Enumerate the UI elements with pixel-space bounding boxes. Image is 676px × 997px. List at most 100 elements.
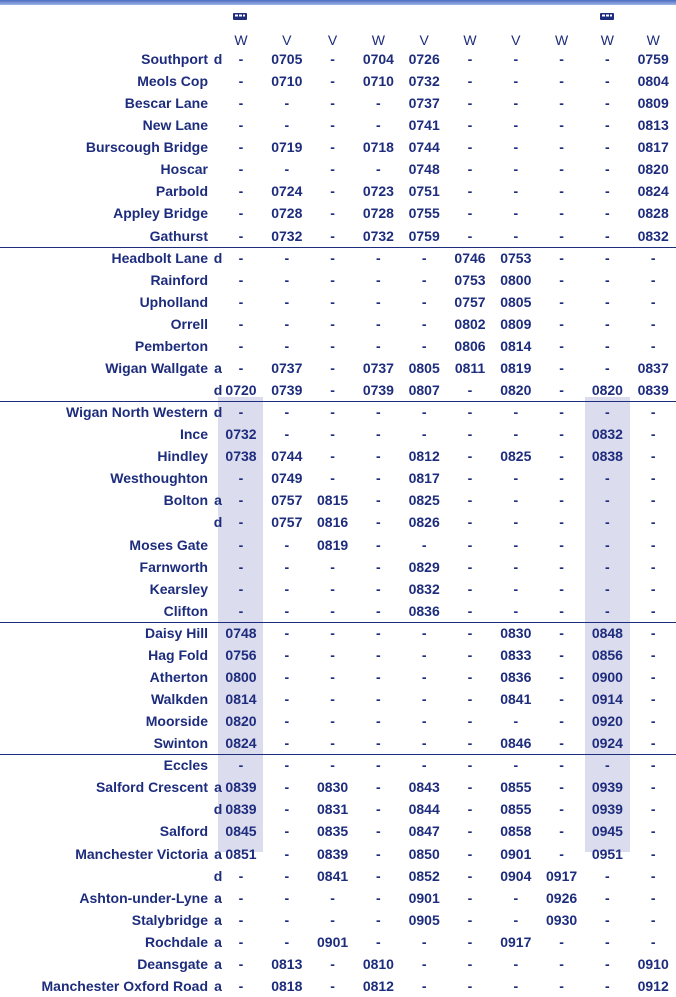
arr-dep: a: [214, 977, 222, 994]
time: -: [421, 933, 427, 950]
time: 0818: [271, 977, 303, 994]
time: -: [559, 691, 564, 708]
time: -: [330, 117, 335, 134]
time: 0858: [500, 823, 532, 840]
time: 0914: [591, 691, 623, 708]
time: -: [467, 801, 473, 818]
time: -: [605, 602, 610, 619]
time: 0814: [225, 691, 257, 708]
time: 0839: [225, 779, 257, 796]
time: 0924: [591, 735, 623, 752]
time: 0900: [591, 668, 623, 685]
time: 0724: [271, 183, 303, 200]
time: -: [238, 293, 244, 310]
time: -: [650, 691, 656, 708]
time: -: [605, 558, 610, 575]
time: -: [284, 624, 290, 641]
time: -: [284, 779, 290, 796]
time: -: [559, 558, 564, 575]
time: 0726: [408, 51, 440, 67]
time: -: [284, 646, 290, 663]
time: -: [330, 139, 335, 156]
time: 0820: [225, 713, 257, 730]
time: -: [650, 448, 656, 465]
arr-dep: d: [213, 404, 223, 421]
time: 0904: [500, 867, 532, 884]
time: -: [376, 580, 381, 597]
time: -: [421, 691, 427, 708]
time: -: [376, 933, 381, 950]
time: -: [284, 558, 290, 575]
time: -: [650, 514, 656, 531]
station-name: Salford: [159, 823, 208, 840]
time: -: [421, 315, 427, 332]
time: 0811: [454, 359, 486, 376]
time: 0817: [408, 470, 440, 487]
station-name: Pemberton: [134, 337, 208, 354]
station-name: Swinton: [153, 735, 208, 752]
time: -: [559, 315, 564, 332]
time: 0951: [591, 845, 623, 862]
time: -: [238, 867, 244, 884]
time: -: [650, 580, 656, 597]
shaded-column: [585, 397, 630, 852]
time: 0855: [500, 779, 532, 796]
time: 0832: [637, 227, 669, 244]
time: -: [284, 161, 290, 178]
time: -: [421, 249, 427, 266]
time: 0848: [591, 624, 623, 641]
time: -: [513, 602, 519, 619]
time: -: [513, 95, 519, 112]
time: -: [376, 735, 381, 752]
time: -: [467, 977, 473, 994]
time: 0748: [408, 161, 440, 178]
time: -: [467, 668, 473, 685]
day-code: V: [511, 32, 521, 48]
station-name: Salford Crescent: [95, 779, 208, 796]
day-code: W: [234, 32, 248, 48]
time: -: [376, 117, 381, 134]
time: -: [559, 249, 564, 266]
time: -: [605, 73, 610, 90]
time: -: [650, 801, 656, 818]
station-name: Upholland: [139, 293, 208, 310]
time: -: [330, 580, 335, 597]
time: 0841: [317, 867, 349, 884]
time: -: [650, 426, 656, 443]
time: -: [513, 139, 519, 156]
time: 0802: [454, 315, 486, 332]
time: -: [376, 646, 381, 663]
time: -: [330, 426, 335, 443]
separator: [0, 401, 676, 402]
time: 0917: [500, 933, 532, 950]
time: -: [605, 249, 610, 266]
time: -: [559, 536, 564, 553]
time: -: [376, 514, 381, 531]
time: -: [650, 337, 656, 354]
time: -: [559, 117, 564, 134]
time: 0751: [408, 183, 440, 200]
time: -: [467, 646, 473, 663]
time: -: [330, 95, 335, 112]
time: -: [330, 911, 335, 928]
time: -: [605, 867, 610, 884]
time: -: [559, 139, 564, 156]
time: 0839: [317, 845, 349, 862]
time: -: [513, 470, 519, 487]
time: -: [467, 580, 473, 597]
time: 0836: [408, 602, 440, 619]
time: -: [513, 536, 519, 553]
time: -: [238, 337, 244, 354]
time: 0749: [271, 470, 303, 487]
time: -: [421, 293, 427, 310]
time: -: [421, 404, 427, 421]
time: -: [467, 779, 473, 796]
time: -: [376, 911, 381, 928]
time: 0732: [362, 227, 394, 244]
station-name: Manchester Victoria: [75, 845, 208, 862]
time: -: [238, 404, 244, 421]
time: 0930: [546, 911, 578, 928]
time: -: [330, 558, 335, 575]
time: -: [650, 492, 656, 509]
station-name: Parbold: [155, 183, 208, 200]
